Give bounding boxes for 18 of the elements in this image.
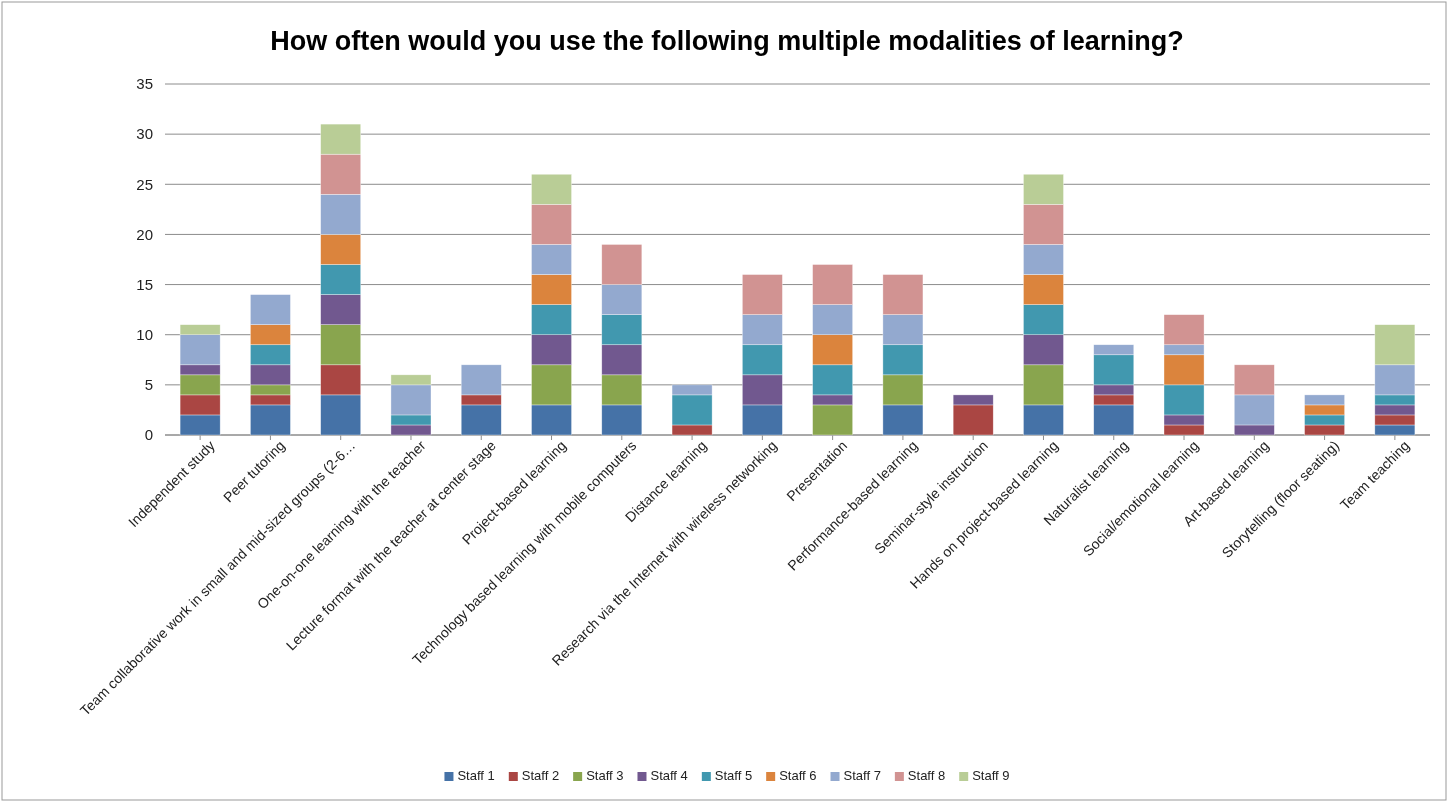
y-tick-label: 10	[136, 326, 153, 344]
legend-label: Staff 4	[650, 768, 688, 783]
legend-label: Staff 6	[779, 768, 817, 783]
legend-label: Staff 1	[457, 768, 495, 783]
y-tick-label: 0	[144, 426, 153, 444]
y-tick-label: 30	[136, 125, 153, 143]
legend-label: Staff 7	[843, 768, 881, 783]
legend-label: Staff 3	[586, 768, 624, 783]
legend-label: Staff 8	[907, 768, 946, 783]
y-tick-label: 15	[136, 275, 153, 293]
legend-label: Staff 5	[714, 768, 753, 783]
legend-label: Staff 9	[972, 768, 1010, 783]
chart-title: How often would you use the following multiple modalities of learning?	[270, 26, 1184, 56]
y-tick-label: 35	[136, 75, 153, 93]
y-tick-label: 20	[136, 225, 153, 243]
legend-label: Staff 2	[521, 768, 560, 783]
y-tick-label: 5	[144, 376, 153, 394]
y-tick-label: 25	[136, 175, 153, 193]
